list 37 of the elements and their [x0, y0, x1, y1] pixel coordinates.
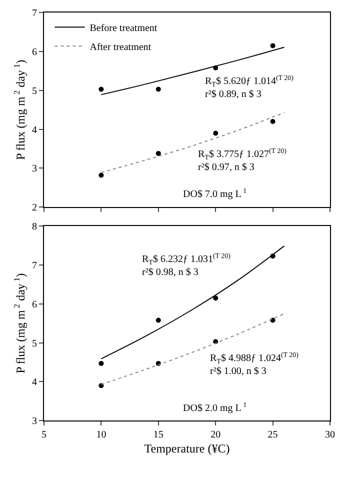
- point: [270, 43, 276, 48]
- point: [213, 296, 218, 301]
- point: [156, 318, 161, 323]
- point: [156, 150, 161, 156]
- y-tick-label: 7: [32, 260, 37, 272]
- y-tick-label: 4: [32, 377, 37, 388]
- x-tick-label: 30: [325, 430, 335, 441]
- legend-label: Before treatment: [90, 23, 158, 34]
- point: [156, 86, 161, 92]
- point: [98, 360, 104, 366]
- y-tick-label: 6: [32, 47, 37, 58]
- annotation: DO$ 7.0 mg L $^{1}$: [183, 187, 248, 200]
- x-tick-label: 5: [42, 430, 46, 441]
- y-tick-label: 2: [32, 202, 37, 214]
- y-tick-label: 7: [32, 8, 37, 20]
- annotation: DO$ 2.0 mg L $^{1}$: [183, 401, 248, 414]
- x-tick-label: 25: [268, 430, 278, 441]
- point: [213, 130, 218, 136]
- legend-label: After treatment: [90, 42, 152, 54]
- y-tick-label: 4: [32, 124, 37, 136]
- text: R$_{T}$$ 5.620ƒ 1.014$^{(T 20)}$ r²$ 0.89, n $ 3: [205, 74, 294, 100]
- x-tick-label: 15: [153, 430, 164, 441]
- y-tick-label: 3: [32, 164, 37, 175]
- y-tick-label: 6: [32, 299, 37, 310]
- x-tick-label: 20: [210, 430, 221, 441]
- y-tick-label: 8: [32, 222, 37, 233]
- x-axis-title: Temperature (¥C): [144, 442, 230, 456]
- y-tick-label: 5: [32, 338, 37, 350]
- y-tick-label: 5: [32, 86, 37, 97]
- text: R$_{T}$$ 4.988ƒ 1.024$^{(T 20)}$ r²$ 1.00, n $ 3: [210, 351, 299, 378]
- point: [270, 119, 276, 124]
- y-tick-label: 3: [32, 416, 37, 428]
- point: [98, 172, 104, 178]
- text: R$_{T}$$ 3.775ƒ 1.027$^{(T 20)}$ r²$ 0.97, n $ 3: [198, 147, 287, 174]
- point: [98, 86, 104, 92]
- text: R$_{T}$$ 6.232ƒ 1.031$^{(T 20)}$ r²$ 0.98, n $ 3: [142, 252, 231, 278]
- x-tick-label: 10: [96, 430, 106, 441]
